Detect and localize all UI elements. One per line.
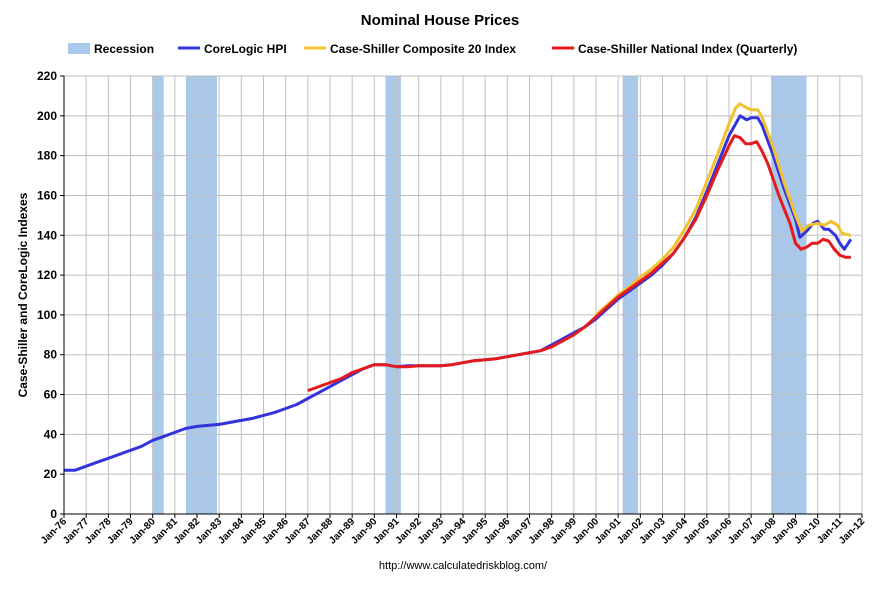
legend-label-case-shiller-20: Case-Shiller Composite 20 Index bbox=[330, 42, 516, 56]
y-tick-label: 160 bbox=[37, 188, 57, 202]
y-tick-label: 0 bbox=[50, 507, 57, 521]
source-url: http://www.calculatedriskblog.com/ bbox=[379, 560, 548, 572]
y-tick-label: 200 bbox=[37, 109, 57, 123]
plot-area: 020406080100120140160180200220Jan-76Jan-… bbox=[37, 69, 867, 547]
legend: Recession CoreLogic HPI Case-Shiller Com… bbox=[68, 42, 797, 56]
y-tick-label: 20 bbox=[44, 467, 58, 481]
chart-title: Nominal House Prices bbox=[361, 12, 519, 29]
y-tick-label: 60 bbox=[44, 388, 58, 402]
series-line-2 bbox=[595, 102, 852, 317]
recession-band-4 bbox=[622, 76, 639, 514]
legend-item-corelogic: CoreLogic HPI bbox=[178, 42, 287, 56]
recession-band-3 bbox=[385, 76, 401, 514]
y-axis-label: Case-Shiller and CoreLogic Indexes bbox=[16, 192, 30, 397]
legend-item-recession: Recession bbox=[68, 42, 154, 56]
legend-label-case-shiller-national: Case-Shiller National Index (Quarterly) bbox=[578, 42, 797, 56]
recession-band-2 bbox=[185, 76, 217, 514]
legend-item-case-shiller-20: Case-Shiller Composite 20 Index bbox=[304, 42, 516, 56]
y-tick-label: 40 bbox=[44, 427, 58, 441]
legend-swatch-recession bbox=[68, 43, 90, 54]
y-tick-label: 220 bbox=[37, 69, 57, 83]
y-tick-label: 100 bbox=[37, 308, 57, 322]
y-tick-label: 180 bbox=[37, 149, 57, 163]
legend-label-recession: Recession bbox=[94, 42, 154, 56]
series-line-3 bbox=[307, 134, 851, 393]
y-tick-label: 80 bbox=[44, 348, 58, 362]
legend-item-case-shiller-national: Case-Shiller National Index (Quarterly) bbox=[552, 42, 797, 56]
y-tick-label: 120 bbox=[37, 268, 57, 282]
recession-band-1 bbox=[152, 76, 164, 514]
legend-label-corelogic: CoreLogic HPI bbox=[204, 42, 287, 56]
y-tick-label: 140 bbox=[37, 228, 57, 242]
recession-band-5 bbox=[771, 76, 807, 514]
